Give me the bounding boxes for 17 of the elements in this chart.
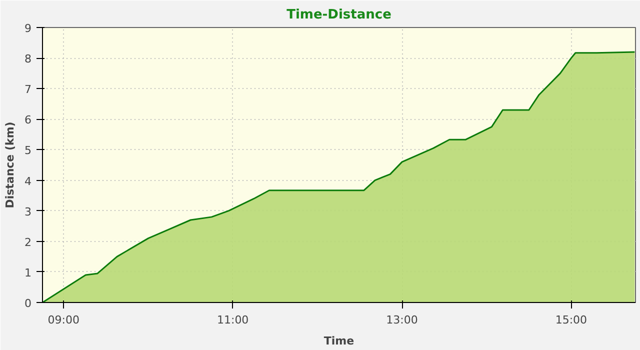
y-tick-label: 6 <box>24 114 32 127</box>
x-tick-label: 11:00 <box>216 314 249 326</box>
y-tick-label: 3 <box>24 205 32 218</box>
chart-title: Time-Distance <box>286 8 392 22</box>
x-tick-label: 13:00 <box>386 314 418 326</box>
y-tick-label: 4 <box>24 174 32 188</box>
y-tick-label: 8 <box>24 52 32 66</box>
x-axis-title: Time <box>324 334 354 348</box>
y-tick-label: 2 <box>24 236 32 249</box>
y-tick-label: 9 <box>24 22 32 35</box>
x-tick-label: 15:00 <box>555 314 588 326</box>
y-axis-title: Distance (km) <box>4 122 16 208</box>
y-tick-label: 0 <box>24 297 32 310</box>
y-tick-label: 7 <box>24 83 32 96</box>
y-tick-label: 1 <box>24 266 32 280</box>
x-tick-label: 09:00 <box>48 314 80 326</box>
y-tick-label: 5 <box>24 144 32 158</box>
